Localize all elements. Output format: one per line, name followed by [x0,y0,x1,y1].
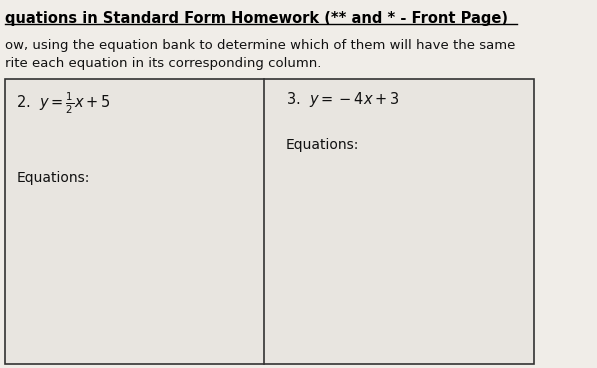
Text: 3.  $y = -4x + 3$: 3. $y = -4x + 3$ [286,90,400,109]
FancyBboxPatch shape [5,79,534,364]
Text: quations in Standard Form Homework (** and * - Front Page): quations in Standard Form Homework (** a… [5,11,509,26]
Text: Equations:: Equations: [16,171,90,185]
Text: ow, using the equation bank to determine which of them will have the same: ow, using the equation bank to determine… [5,39,516,52]
Text: Equations:: Equations: [286,138,359,152]
Text: 2.  $y = \frac{1}{2}x + 5$: 2. $y = \frac{1}{2}x + 5$ [16,90,111,116]
Text: rite each equation in its corresponding column.: rite each equation in its corresponding … [5,57,322,70]
